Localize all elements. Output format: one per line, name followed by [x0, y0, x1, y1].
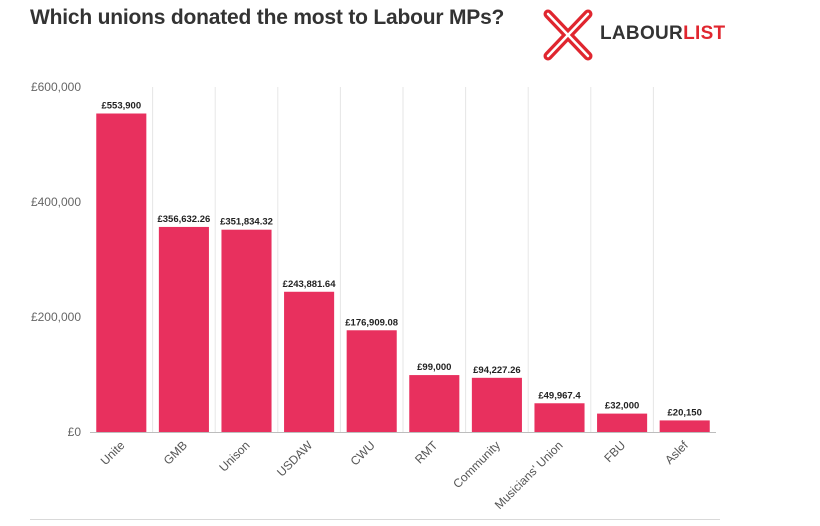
- x-tick-label: Musicians' Union: [492, 438, 566, 512]
- x-tick-label: USDAW: [274, 438, 316, 480]
- data-label: £243,881.64: [283, 279, 337, 290]
- bar: [471, 377, 522, 432]
- bar: [597, 413, 648, 432]
- y-tick-label: £200,000: [31, 310, 81, 324]
- bar: [221, 229, 272, 432]
- x-tick-label: GMB: [161, 438, 190, 467]
- data-label: £553,900: [101, 101, 141, 112]
- bottom-divider: [30, 519, 720, 520]
- bar: [346, 330, 397, 432]
- data-label: £20,150: [668, 407, 702, 418]
- bar: [158, 226, 209, 432]
- y-tick-label: £400,000: [31, 195, 81, 209]
- logo-text-list: LIST: [683, 23, 726, 44]
- bar: [284, 291, 335, 432]
- bar: [96, 113, 147, 432]
- logo-text-labour: LABOUR: [600, 23, 684, 44]
- data-label: £351,834.32: [220, 217, 273, 228]
- y-tick-label: £600,000: [31, 80, 81, 94]
- data-label: £356,632.26: [157, 214, 210, 225]
- x-tick-label: Aslef: [662, 438, 691, 467]
- x-tick-label: CWU: [348, 438, 378, 468]
- bar: [659, 420, 710, 432]
- data-label: £32,000: [605, 401, 639, 412]
- labourlist-logo: LABOURLIST: [540, 6, 740, 64]
- y-tick-label: £0: [68, 425, 82, 439]
- data-label: £94,227.26: [473, 365, 521, 376]
- bar: [409, 375, 460, 432]
- data-label: £49,967.4: [538, 390, 581, 401]
- data-label: £176,909.08: [345, 317, 398, 328]
- x-tick-label: Unite: [98, 438, 128, 468]
- x-tick-label: Community: [450, 438, 503, 491]
- data-label: £99,000: [417, 362, 451, 373]
- chart-title: Which unions donated the most to Labour …: [30, 6, 505, 29]
- labourlist-x-logo-icon: [543, 9, 593, 61]
- x-tick-label: RMT: [412, 438, 441, 467]
- logo-wordmark: LABOURLIST: [600, 23, 725, 45]
- x-tick-label: FBU: [601, 438, 628, 465]
- x-tick-label: Unison: [216, 438, 252, 474]
- bar: [534, 403, 585, 432]
